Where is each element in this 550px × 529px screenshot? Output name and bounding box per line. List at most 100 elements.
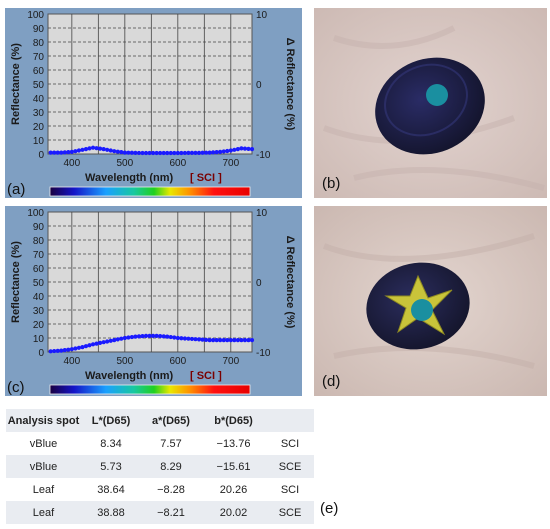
data-point — [90, 145, 96, 150]
y2-axis-label: Δ Reflectance (%) — [284, 38, 296, 131]
spectrum-color-bar — [49, 384, 251, 395]
y-axis-label: Reflectance (%) — [10, 241, 22, 323]
spectrum-chart-c: 0 10 20 30 40 50 60 70 80 90 100 -10 0 10 400 500 600 700… — [5, 206, 302, 396]
data-point — [232, 147, 237, 152]
data-point — [76, 345, 82, 350]
data-point — [101, 340, 106, 345]
y2-tick-label: -10 — [256, 150, 271, 161]
analysis-spot-marker-b — [426, 84, 448, 106]
data-point — [239, 338, 244, 343]
y-tick-label: 20 — [33, 122, 45, 133]
data-point — [140, 150, 145, 156]
y-tick-label: 60 — [33, 66, 45, 77]
data-point — [249, 338, 255, 343]
data-point — [182, 150, 187, 156]
data-point — [62, 150, 67, 155]
data-point — [62, 348, 67, 353]
y2-axis-label: Δ Reflectance (%) — [284, 236, 296, 329]
data-point — [48, 150, 53, 155]
table-cell: SCI — [266, 432, 314, 455]
table-cell: −8.28 — [141, 478, 201, 501]
data-point — [214, 338, 219, 343]
data-point — [98, 340, 103, 345]
data-point — [90, 342, 96, 347]
data-point — [196, 150, 202, 155]
y-tick-label: 10 — [33, 334, 45, 345]
data-point — [211, 150, 216, 155]
spectrum-chart-a: 0 10 20 30 40 50 60 70 80 90 100 -10 0 10 400 500 600 700… — [5, 8, 302, 198]
y-tick-label: 40 — [33, 292, 45, 303]
analysis-spot-marker-d — [411, 299, 433, 321]
data-point — [214, 150, 219, 155]
data-point — [179, 150, 184, 156]
data-point — [168, 150, 173, 156]
y-axis-label: Reflectance (%) — [10, 43, 22, 125]
y-tick-label: 30 — [33, 108, 45, 119]
table-cell: Leaf — [6, 478, 81, 501]
data-point — [133, 150, 138, 155]
table-cell: vBlue — [6, 455, 81, 478]
data-point — [246, 146, 251, 151]
data-point — [73, 149, 78, 154]
header-a-star: a*(D65) — [141, 409, 201, 432]
data-point — [52, 150, 57, 155]
data-point — [235, 338, 240, 343]
data-point — [203, 337, 209, 342]
table-cell: vBlue — [6, 432, 81, 455]
data-point — [221, 338, 226, 343]
data-point — [115, 149, 120, 154]
table-row: vBlue 5.73 8.29 −15.61 SCE — [6, 455, 314, 478]
data-point — [115, 337, 120, 342]
data-point — [218, 149, 223, 154]
data-point — [105, 147, 110, 152]
data-point — [136, 334, 142, 339]
data-point — [172, 335, 177, 340]
data-point — [175, 150, 180, 156]
panel-label: (c) — [7, 379, 25, 396]
y-tick-label: 100 — [27, 10, 44, 21]
data-point — [154, 150, 159, 156]
data-point — [52, 348, 57, 354]
data-point — [83, 344, 89, 349]
data-point — [94, 341, 99, 346]
data-point — [172, 150, 177, 156]
data-point — [126, 150, 131, 155]
data-point — [98, 146, 103, 151]
data-point — [73, 346, 78, 351]
data-point — [119, 336, 124, 341]
y-tick-label: 0 — [38, 150, 44, 161]
x-tick-label: 700 — [222, 158, 239, 169]
table-cell: SCI — [266, 478, 314, 501]
data-point — [94, 146, 99, 151]
data-point — [59, 348, 64, 353]
data-point — [140, 334, 145, 339]
data-point — [69, 149, 74, 154]
data-point — [179, 336, 184, 341]
table-cell: −15.61 — [201, 455, 266, 478]
y-tick-label: 10 — [33, 136, 45, 147]
data-point — [112, 149, 117, 154]
data-point — [193, 337, 198, 342]
table-row: Leaf 38.88 −8.21 20.02 SCE — [6, 501, 314, 524]
y2-tick-label: 10 — [256, 208, 268, 219]
data-point — [66, 347, 71, 352]
data-point — [186, 336, 191, 341]
data-point — [225, 148, 230, 154]
x-tick-label: 400 — [64, 158, 81, 169]
data-point — [228, 148, 233, 153]
panel-label-b: (b) — [322, 175, 341, 192]
data-point — [175, 335, 180, 341]
data-point — [168, 334, 173, 340]
data-point — [249, 147, 255, 152]
spectrum-color-bar — [49, 186, 251, 197]
table-row: Leaf 38.64 −8.28 20.26 SCI — [6, 478, 314, 501]
data-point — [189, 336, 195, 342]
data-point — [182, 336, 187, 341]
data-point — [242, 146, 248, 151]
table-cell: 5.73 — [81, 455, 141, 478]
data-point — [108, 338, 113, 343]
panel-label: (a) — [7, 181, 25, 198]
data-point — [158, 150, 163, 156]
data-point — [239, 146, 244, 151]
y2-tick-label: 0 — [256, 278, 262, 289]
